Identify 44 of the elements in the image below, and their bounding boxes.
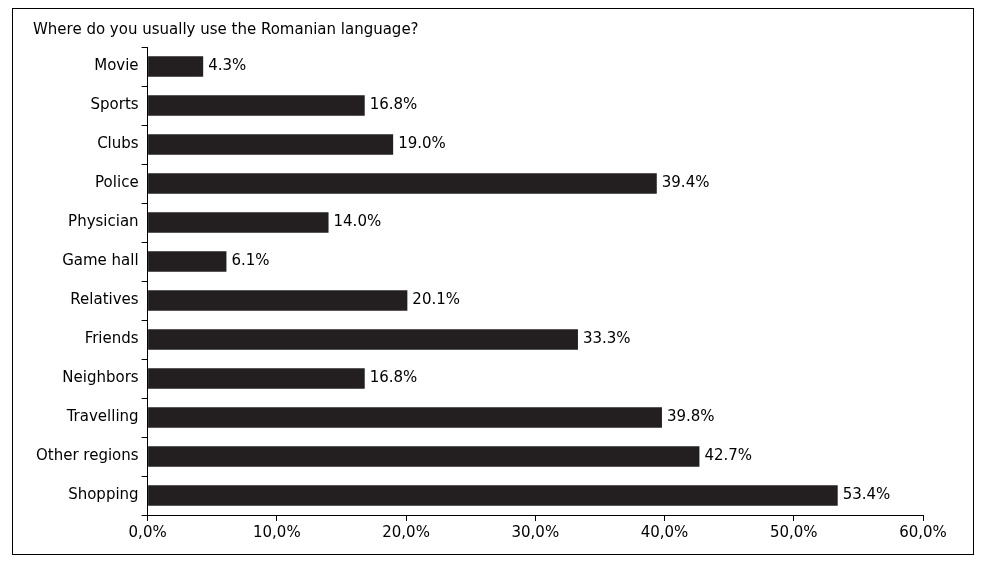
x-tick-label: 40,0% — [640, 522, 689, 541]
y-tick-label: Other regions — [35, 446, 139, 465]
bar — [148, 212, 329, 233]
y-tick-label: Friends — [84, 329, 139, 348]
bar — [148, 407, 662, 428]
x-tick-label: 20,0% — [382, 522, 430, 541]
bar — [148, 134, 394, 155]
bar — [148, 251, 227, 272]
data-label: 19.0% — [398, 134, 446, 153]
x-tick-label: 60,0% — [899, 522, 947, 541]
data-label: 39.8% — [666, 407, 715, 426]
y-tick-label: Physician — [68, 212, 139, 231]
data-label: 4.3% — [208, 56, 247, 75]
y-tick-label: Game hall — [62, 251, 139, 270]
y-tick-label: Clubs — [97, 134, 139, 153]
bar — [148, 446, 700, 467]
bar — [148, 173, 657, 194]
y-tick-label: Movie — [94, 56, 139, 75]
data-label: 6.1% — [231, 251, 270, 270]
y-tick-label: Shopping — [68, 485, 139, 504]
data-label: 16.8% — [369, 368, 418, 387]
y-tick-label: Travelling — [65, 407, 139, 426]
bar — [148, 290, 408, 311]
bar — [148, 368, 365, 389]
data-label: 20.1% — [412, 290, 461, 309]
y-tick-label: Sports — [90, 95, 139, 114]
y-tick-label: Police — [95, 173, 139, 192]
chart-title: Where do you usually use the Romanian language? — [33, 19, 419, 38]
data-label: 39.4% — [661, 173, 710, 192]
bar — [148, 95, 365, 116]
x-tick-label: 50,0% — [769, 522, 818, 541]
data-label: 14.0% — [333, 212, 382, 231]
bar — [148, 485, 838, 506]
y-tick-label: Relatives — [70, 290, 139, 309]
data-label: 16.8% — [369, 95, 418, 114]
x-tick-label: 30,0% — [511, 522, 560, 541]
data-label: 53.4% — [842, 485, 891, 504]
bar — [148, 329, 578, 350]
data-label: 33.3% — [582, 329, 631, 348]
data-label: 42.7% — [704, 446, 753, 465]
y-tick-label: Neighbors — [62, 368, 139, 387]
bar — [148, 56, 204, 77]
x-tick-label: 10,0% — [253, 522, 301, 541]
x-tick-label: 0,0% — [128, 522, 167, 541]
